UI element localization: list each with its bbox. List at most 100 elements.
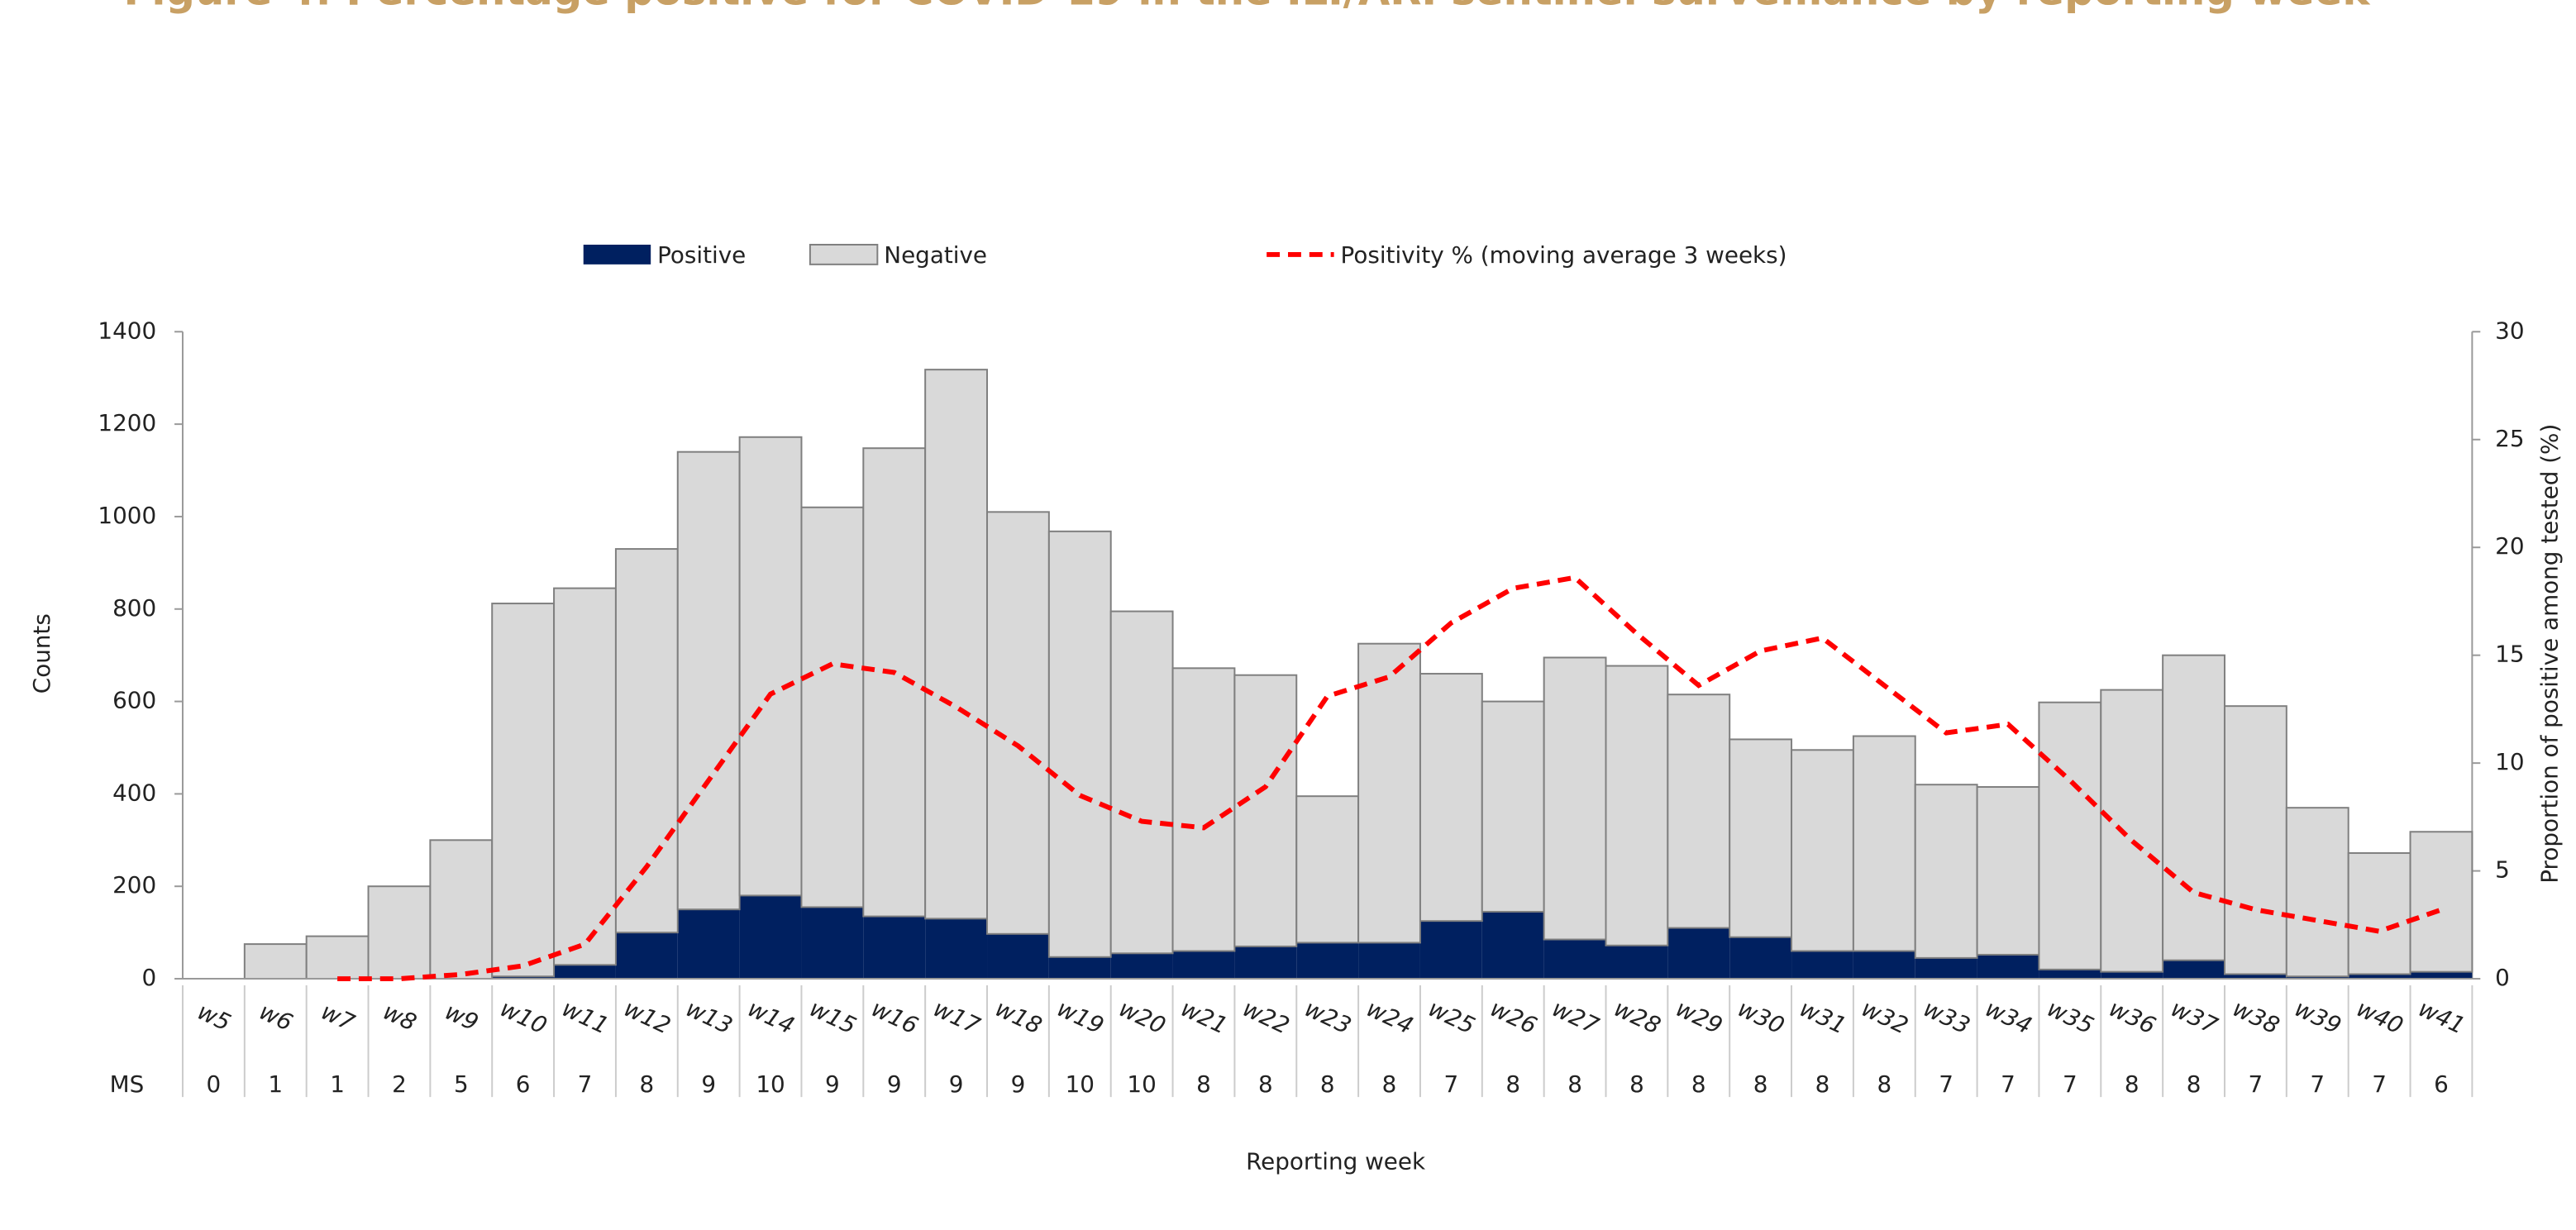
bar <box>243 943 308 980</box>
ms-value: 7 <box>2372 1070 2387 1098</box>
bar <box>1543 939 1606 980</box>
bar <box>1914 784 1978 959</box>
bar <box>1729 937 1792 980</box>
x-tick-label: w28 <box>1610 994 1665 1039</box>
legend-label: Positive <box>657 241 746 269</box>
ms-value: 7 <box>578 1070 593 1098</box>
bar <box>429 839 494 980</box>
bar <box>2286 976 2349 980</box>
bar <box>2285 807 2349 978</box>
x-tick-label: w9 <box>441 998 483 1037</box>
ms-value: 8 <box>1753 1070 1768 1098</box>
bar <box>1481 700 1545 913</box>
bar <box>2410 971 2473 980</box>
y-tick-label: 0 <box>142 964 157 991</box>
bar <box>2348 974 2411 980</box>
legend-label: Positivity % (moving average 3 weeks) <box>1341 241 1787 269</box>
bar <box>1419 673 1483 922</box>
ms-value: 8 <box>1320 1070 1335 1098</box>
x-tick-label: w36 <box>2105 994 2160 1039</box>
bar <box>614 548 679 934</box>
y2-tick-label: 15 <box>2495 641 2524 668</box>
bar <box>1852 735 1916 952</box>
bar <box>2162 654 2225 961</box>
x-tick-label: w35 <box>2043 994 2098 1039</box>
bar <box>738 436 803 897</box>
x-tick-label: w33 <box>1919 994 1974 1039</box>
bar <box>491 603 556 978</box>
y2-tick-label: 30 <box>2495 317 2524 344</box>
ms-value: 8 <box>1258 1070 1273 1098</box>
bar <box>367 885 432 980</box>
ms-value: 7 <box>1444 1070 1459 1098</box>
x-tick-label: w27 <box>1548 994 1603 1040</box>
bar <box>1358 942 1420 980</box>
x-tick-label: w18 <box>991 994 1047 1039</box>
bar <box>2409 831 2473 973</box>
ms-value: 8 <box>1877 1070 1891 1098</box>
bar <box>1172 951 1235 980</box>
bar <box>2223 705 2287 975</box>
x-tick-label: w20 <box>1114 994 1170 1039</box>
ms-value: 8 <box>1196 1070 1211 1098</box>
bar <box>2038 701 2102 970</box>
x-tick-label: w24 <box>1362 994 1418 1039</box>
x-tick-label: w5 <box>193 998 236 1037</box>
bar <box>676 451 741 911</box>
legend-swatch <box>809 244 879 265</box>
bar <box>1791 951 1853 980</box>
bar <box>1048 956 1111 980</box>
bar <box>553 587 617 966</box>
bar <box>987 933 1049 980</box>
y2-tick-label: 0 <box>2495 964 2510 991</box>
bar <box>1791 749 1854 952</box>
bar <box>986 511 1050 935</box>
bar <box>1605 665 1669 946</box>
x-tick-label: w32 <box>1858 994 1913 1039</box>
x-tick-label: w21 <box>1176 994 1232 1039</box>
ms-value: 10 <box>1066 1070 1095 1098</box>
ms-value: 7 <box>2249 1070 2264 1098</box>
bar <box>1667 694 1731 929</box>
x-tick-label: w13 <box>682 994 737 1039</box>
ms-value: 6 <box>2434 1070 2449 1098</box>
bar <box>1109 610 1174 955</box>
x-tick-label: w26 <box>1486 994 1542 1039</box>
x-tick-label: w14 <box>743 994 799 1039</box>
bar <box>1605 945 1668 980</box>
ms-value: 8 <box>640 1070 655 1098</box>
ms-value: 9 <box>825 1070 840 1098</box>
bar <box>2163 960 2225 980</box>
ms-value: 2 <box>392 1070 407 1098</box>
ms-value: 5 <box>454 1070 469 1098</box>
legend-swatch <box>583 245 651 265</box>
ms-value: 8 <box>2125 1070 2140 1098</box>
x-tick-label: w17 <box>929 994 985 1040</box>
bar <box>1915 957 1977 980</box>
x-tick-label: w38 <box>2229 994 2284 1039</box>
ms-value: 9 <box>949 1070 964 1098</box>
x-axis-label: Reporting week <box>1246 1148 1426 1175</box>
bar <box>1110 953 1173 980</box>
x-tick-label: w39 <box>2291 994 2346 1039</box>
bar <box>492 976 555 980</box>
bar <box>1419 921 1482 980</box>
ms-value: 8 <box>1691 1070 1706 1098</box>
x-tick-label: w34 <box>1981 994 2036 1039</box>
y-axis-label: Counts <box>28 613 55 694</box>
x-tick-label: w8 <box>379 998 421 1037</box>
bar <box>924 369 989 920</box>
bar <box>615 932 678 980</box>
bar <box>305 935 370 980</box>
bar <box>2101 971 2163 980</box>
bar <box>1481 911 1544 980</box>
bar <box>2100 689 2164 973</box>
ms-value: 7 <box>2001 1070 2015 1098</box>
y2-axis-label: Proportion of positive among tested (%) <box>2536 424 2564 884</box>
x-tick-label: w11 <box>558 994 613 1039</box>
y-tick-label: 200 <box>112 871 156 899</box>
bar <box>801 907 864 980</box>
y-tick-label: 1200 <box>98 409 156 436</box>
ms-value: 9 <box>1011 1070 1026 1098</box>
